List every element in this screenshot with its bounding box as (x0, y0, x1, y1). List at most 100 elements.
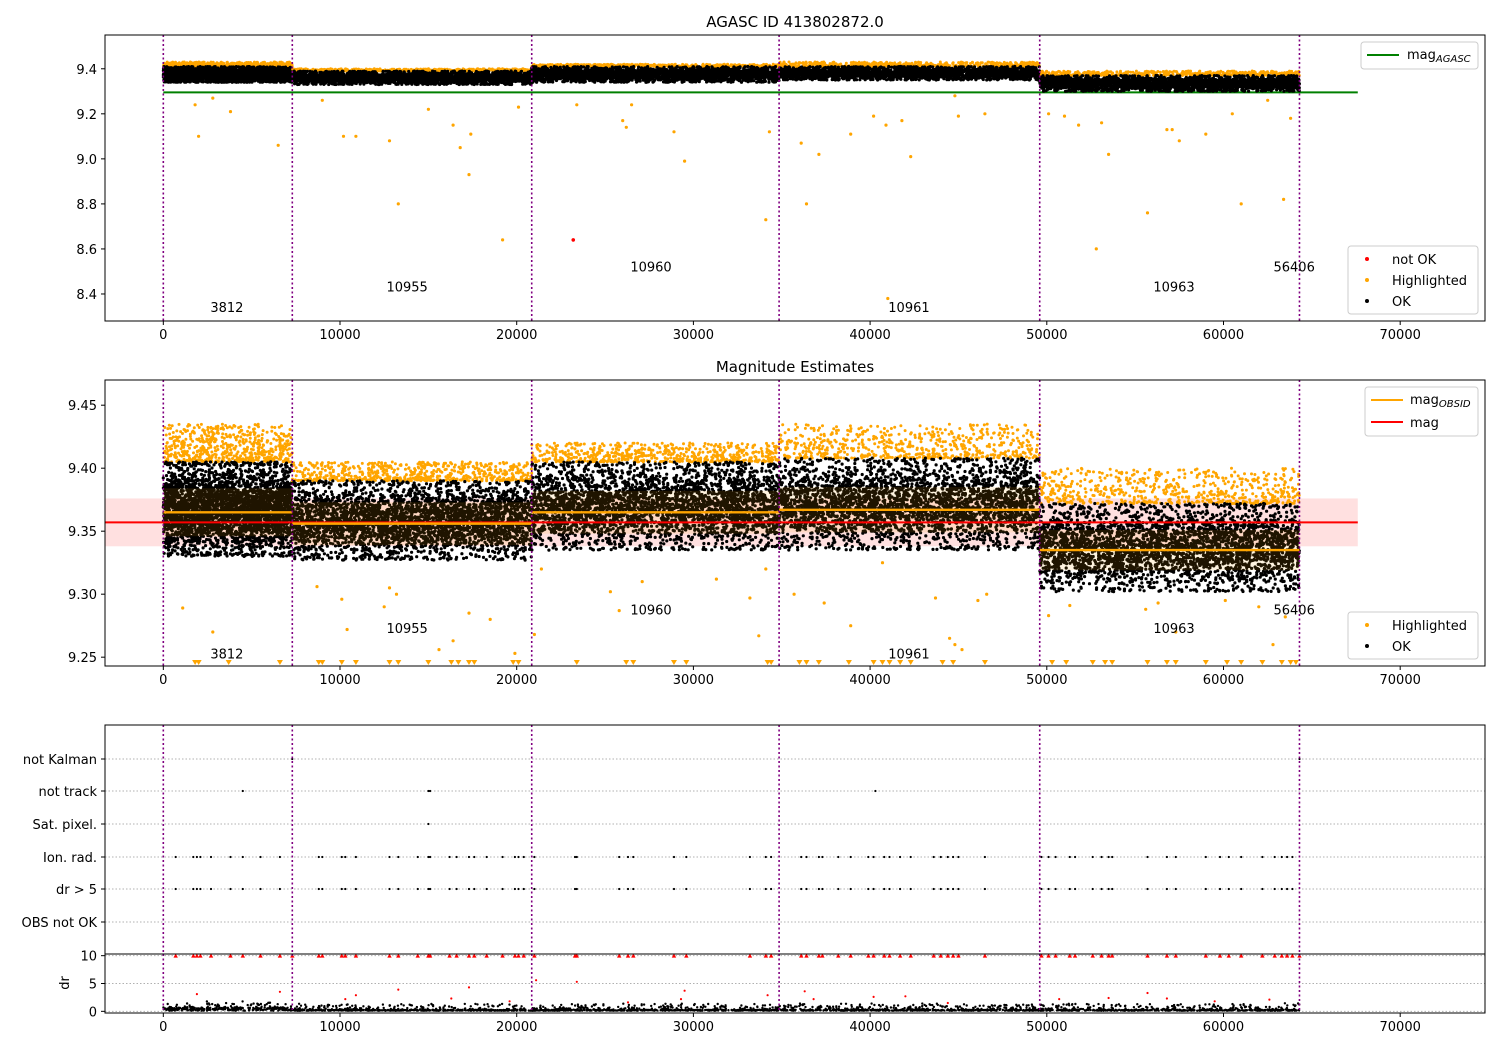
mag-clipped-marker (510, 660, 517, 665)
dr-ticks: 0 10000 20000 30000 40000 50000 60000 70000 0 5 10 (80, 950, 1420, 1035)
agasc-ticks: 0 10000 20000 30000 40000 50000 60000 70000 8.4 8… (76, 63, 1421, 343)
x-tick-label: 0 (159, 673, 167, 688)
mag-clipped-marker (352, 660, 359, 665)
dr-clipped-marker (848, 953, 853, 958)
dr-clipped-marker (339, 953, 344, 958)
legend-highlighted-label: Highlighted (1392, 274, 1467, 289)
x-tick-label: 50000 (1026, 328, 1067, 343)
mag-clipped-marker (768, 660, 775, 665)
dr-clipped-marker (472, 953, 477, 958)
mag-segment-10955-ok-points (290, 479, 534, 562)
dr-clipped-marker (950, 953, 956, 958)
mag-clipped-marker (338, 660, 345, 665)
dr-clipped-marker (427, 953, 433, 958)
legend-mag-agasc-label: magAGASC (1407, 48, 1471, 65)
obsid-label: 56406 (1273, 260, 1314, 275)
obsid-label: 10955 (386, 281, 427, 296)
agasc-segment-10961-ok-points (777, 64, 1042, 82)
mag-clipped-marker (803, 660, 810, 665)
mag-clipped-marker (1089, 660, 1096, 665)
mag-clipped-marker (1063, 660, 1070, 665)
mag-clipped-marker (907, 660, 914, 665)
x-tick-label: 40000 (849, 673, 890, 688)
flag-category-label: not Kalman (23, 753, 97, 768)
dr-clipped-marker (396, 953, 401, 958)
dr-clipped-marker (684, 953, 689, 958)
y-tick-label: 8.4 (76, 288, 97, 303)
y-tick-label: 8.8 (76, 198, 97, 213)
legend-ok-label: OK (1392, 295, 1411, 310)
dr-clipped-marker (500, 953, 505, 958)
mag-clipped-marker (225, 660, 232, 665)
mag-clipped-marker (950, 660, 957, 665)
legend2-highlighted-marker (1365, 623, 1369, 627)
x-tick-label: 10000 (319, 673, 360, 688)
obsid-label: 10955 (386, 622, 427, 637)
obsid-label: 3812 (210, 647, 243, 662)
agasc-axes-frame (104, 34, 1486, 322)
dr-clipped-marker (1284, 953, 1290, 958)
agasc-title: AGASC ID 413802872.0 (706, 13, 884, 31)
dr-clipped-marker (1164, 953, 1170, 958)
dr-clipped-marker (343, 953, 348, 958)
dr-plot-content (105, 953, 1485, 1013)
mag-clipped-marker (276, 660, 283, 665)
mag-clipped-marker (465, 660, 472, 665)
mag-clipped-marker (1278, 660, 1285, 665)
mag-clipped-marker (1163, 660, 1170, 665)
x-tick-label: 60000 (1203, 1020, 1244, 1035)
x-tick-label: 0 (159, 328, 167, 343)
legend-mag-obsid-label: magOBSID (1410, 393, 1471, 410)
legend2-ok-label: OK (1392, 640, 1411, 655)
dr-clipped-marker (1260, 953, 1265, 958)
y-tick-label: 9.0 (76, 153, 97, 168)
obsid-label: 3812 (210, 301, 243, 316)
mag-clipped-marker (455, 660, 462, 665)
mag-clipped-marker (683, 660, 690, 665)
dr-clipped-marker (747, 953, 753, 958)
mag-clipped-marker (1259, 660, 1266, 665)
x-tick-label: 20000 (496, 673, 537, 688)
x-tick-label: 60000 (1203, 328, 1244, 343)
x-tick-label: 10000 (319, 328, 360, 343)
dr-clipped-marker (1099, 953, 1104, 958)
y-tick-label: 9.35 (68, 525, 97, 540)
legend-highlighted-marker (1365, 278, 1369, 282)
mag-clipped-marker (796, 660, 803, 665)
dr-clipped-marker (191, 953, 196, 958)
dr-clipped-marker (1106, 953, 1111, 958)
agasc-segment-10960-ok-points (530, 64, 781, 84)
mag-clipped-marker (1202, 660, 1209, 665)
mag-clipped-marker (1292, 660, 1299, 665)
dr-points (162, 1000, 1301, 1012)
dr-clipped-marker (316, 953, 322, 958)
flag-category-label: Sat. pixel. (33, 818, 97, 833)
agasc-outlier-points (193, 94, 1293, 301)
mag-clipped-marker (939, 660, 946, 665)
mag-clipped-marker (1172, 660, 1179, 665)
magnitude-axes-frame (104, 379, 1486, 667)
mag-clipped-marker (425, 660, 432, 665)
mag-clipped-marker (897, 660, 904, 665)
mag-clipped-marker (573, 660, 580, 665)
dr-clipped-marker (956, 953, 961, 958)
dr-clipped-marker (1145, 953, 1150, 958)
y-tick-label: 9.25 (68, 651, 97, 666)
x-tick-label: 40000 (849, 328, 890, 343)
x-tick-label: 50000 (1026, 673, 1067, 688)
dr-clipped-marker (820, 953, 825, 958)
y-tick-label: 9.2 (76, 108, 97, 123)
y-tick-label: 10 (80, 950, 97, 965)
flags-ticks: not Kalman not track Sat. pixel. Ion. rad. d… (22, 753, 105, 931)
dr-clipped-marker (484, 953, 489, 958)
dr-clipped-marker (882, 953, 887, 958)
mag-segment-3812-ok-points (161, 460, 294, 558)
dr-clipped-marker (908, 953, 913, 958)
legend-not-ok-marker (1365, 257, 1369, 261)
dr-clipped-marker (173, 953, 178, 958)
magnitude-title: Magnitude Estimates (716, 358, 874, 376)
dr-clipped-marker (1109, 953, 1115, 958)
magnitude-plot-content: 3812 10955 10960 10961 10963 56406 (105, 380, 1358, 666)
flag-category-label: Ion. rad. (43, 851, 97, 866)
